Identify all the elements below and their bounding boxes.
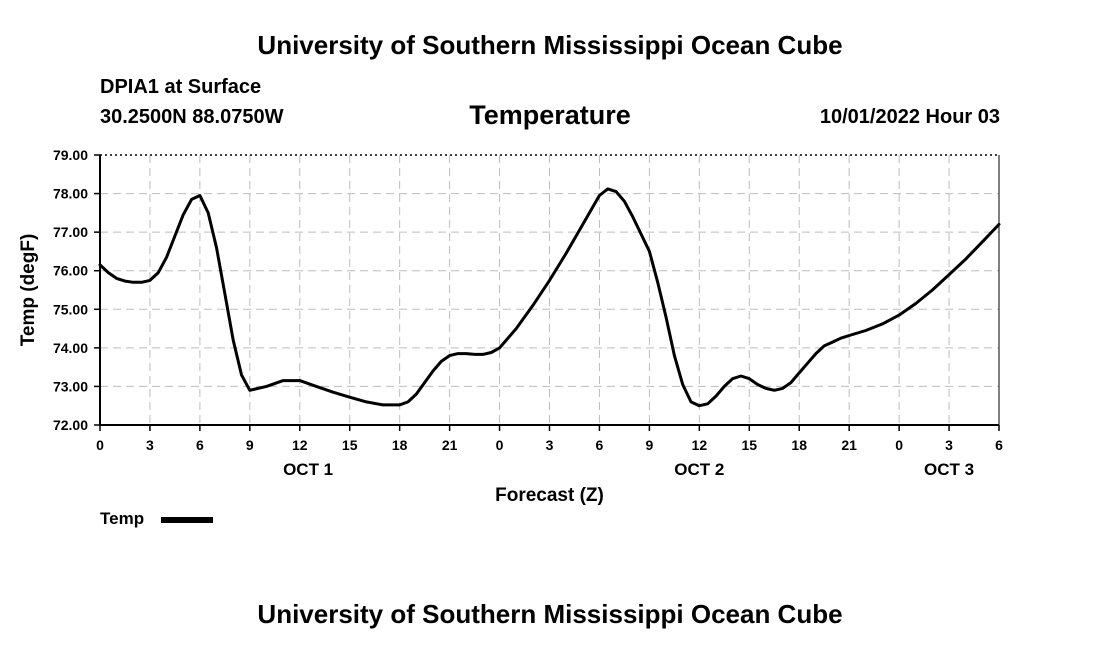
legend-swatch xyxy=(161,517,213,523)
date-label: OCT 3 xyxy=(924,460,974,479)
x-tick-label: 18 xyxy=(392,437,408,453)
y-tick-label: 74.00 xyxy=(53,340,88,356)
top-title: University of Southern Mississippi Ocean… xyxy=(257,30,843,60)
y-tick-label: 78.00 xyxy=(53,186,88,202)
x-tick-label: 6 xyxy=(596,437,604,453)
chart-title: Temperature xyxy=(469,100,631,130)
x-tick-label: 21 xyxy=(442,437,458,453)
x-tick-label: 21 xyxy=(841,437,857,453)
y-tick-label: 72.00 xyxy=(53,417,88,433)
x-tick-label: 6 xyxy=(995,437,1003,453)
x-tick-label: 18 xyxy=(791,437,807,453)
series-line-temp xyxy=(98,187,1001,408)
y-tick-label: 77.00 xyxy=(53,224,88,240)
date-label: OCT 1 xyxy=(283,460,333,479)
y-tick-label: 76.00 xyxy=(53,263,88,279)
bottom-title: University of Southern Mississippi Ocean… xyxy=(257,599,843,629)
coordinates-label: 30.2500N 88.0750W xyxy=(100,106,284,128)
station-label: DPIA1 at Surface xyxy=(100,76,262,98)
x-tick-label: 12 xyxy=(292,437,308,453)
x-axis-title: Forecast (Z) xyxy=(495,485,604,506)
x-tick-label: 9 xyxy=(645,437,653,453)
x-tick-label: 0 xyxy=(96,437,104,453)
x-tick-label: 3 xyxy=(546,437,554,453)
x-tick-label: 3 xyxy=(146,437,154,453)
x-tick-label: 15 xyxy=(342,437,358,453)
x-tick-label: 6 xyxy=(196,437,204,453)
x-tick-label: 0 xyxy=(496,437,504,453)
date-label: OCT 2 xyxy=(674,460,724,479)
x-tick-label: 0 xyxy=(895,437,903,453)
y-tick-label: 79.00 xyxy=(53,147,88,163)
y-tick-label: 75.00 xyxy=(53,301,88,317)
legend-label: Temp xyxy=(100,509,145,528)
temperature-chart: 72.00 73.00 74.00 75.00 76.00 77.00 78.00 79.00… xyxy=(18,147,1003,506)
x-tick-label: 12 xyxy=(692,437,708,453)
x-tick-label: 3 xyxy=(945,437,953,453)
y-axis-title: Temp (degF) xyxy=(18,234,39,347)
y-tick-label: 73.00 xyxy=(53,378,88,394)
x-tick-label: 15 xyxy=(741,437,757,453)
x-tick-label: 9 xyxy=(246,437,254,453)
datetime-label: 10/01/2022 Hour 03 xyxy=(819,106,1000,128)
